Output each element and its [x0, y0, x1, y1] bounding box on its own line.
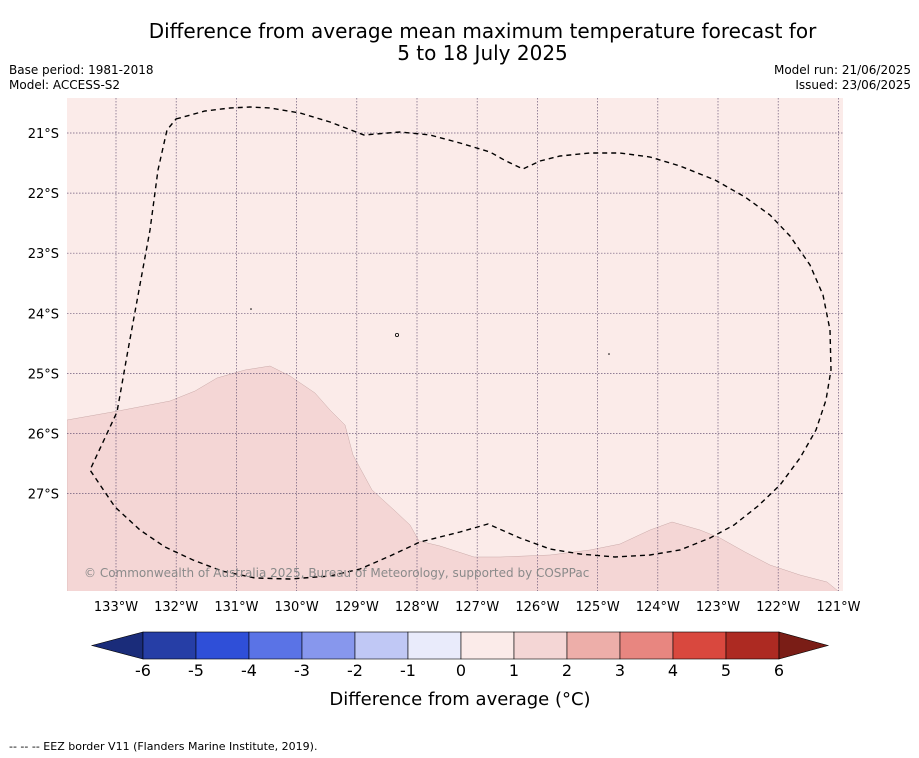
colorbar-bin — [513, 631, 568, 660]
longitude-label: 128°W — [395, 600, 439, 615]
colorbar-tick-label: 3 — [615, 661, 625, 680]
longitude-label: 126°W — [515, 600, 559, 615]
latitude-label: 27°S — [28, 488, 59, 503]
colorbar-underflow-arrow — [90, 631, 144, 660]
colorbar-tick-label: 5 — [721, 661, 731, 680]
colorbar-tick-label: 1 — [509, 661, 519, 680]
longitude-label: 125°W — [576, 600, 620, 615]
colorbar-bin — [354, 631, 409, 660]
colorbar-tick-label: 4 — [668, 661, 678, 680]
latitude-label: 25°S — [28, 367, 59, 382]
colorbar-tick-label: 0 — [456, 661, 466, 680]
model-run-label: Model run: 21/06/2025 — [773, 63, 911, 77]
colorbar-bin — [407, 631, 462, 660]
colorbar-title: Difference from average (°C) — [329, 689, 590, 710]
model-label: Model: ACCESS-S2 — [9, 78, 121, 92]
longitude-label: 130°W — [275, 600, 319, 615]
colorbar-tick-label: 6 — [774, 661, 784, 680]
chart-title-line-2: 5 to 18 July 2025 — [397, 41, 568, 65]
colorbar-bin — [248, 631, 303, 660]
issued-label: Issued: 23/06/2025 — [795, 78, 911, 92]
island-marker — [250, 308, 252, 310]
colorbar-tick-label: -2 — [347, 661, 363, 680]
colorbar-tick-label: -6 — [135, 661, 151, 680]
eez-footnote: -- -- -- EEZ border V11 (Flanders Marine… — [9, 740, 318, 753]
colorbar-bin — [301, 631, 356, 660]
colorbar-bin — [460, 631, 515, 660]
latitude-label: 21°S — [28, 127, 59, 142]
longitude-label: 124°W — [636, 600, 680, 615]
longitude-label: 131°W — [214, 600, 258, 615]
longitude-label: 122°W — [756, 600, 800, 615]
longitude-label: 121°W — [816, 600, 860, 615]
island-marker — [608, 353, 610, 355]
island-marker — [394, 332, 399, 337]
latitude-label: 23°S — [28, 247, 59, 262]
chart-title-line-1: Difference from average mean maximum tem… — [148, 19, 817, 43]
colorbar-bin — [142, 631, 197, 660]
longitude-labels: 133°W 132°W 131°W 130°W 129°W 128°W 127°W 126°W… — [94, 600, 861, 615]
base-period-label: Base period: 1981-2018 — [9, 63, 154, 77]
copyright-notice: © Commonwealth of Australia 2025, Bureau… — [84, 566, 589, 580]
longitude-label: 133°W — [94, 600, 138, 615]
longitude-label: 129°W — [335, 600, 379, 615]
colorbar-tick-label: -1 — [400, 661, 416, 680]
latitude-labels: 21°S 22°S 23°S 24°S 25°S 26°S 27°S — [28, 127, 59, 503]
longitude-label: 123°W — [696, 600, 740, 615]
colorbar-overflow-arrow — [778, 631, 830, 660]
colorbar — [90, 631, 830, 660]
latitude-label: 24°S — [28, 307, 59, 322]
colorbar-bin — [672, 631, 727, 660]
colorbar-bin — [619, 631, 674, 660]
colorbar-bin — [566, 631, 621, 660]
graticule-lines — [67, 98, 843, 591]
colorbar-bin — [725, 631, 780, 660]
forecast-map: © Commonwealth of Australia 2025, Bureau… — [28, 98, 861, 710]
latitude-label: 22°S — [28, 187, 59, 202]
colorbar-tick-label: -5 — [188, 661, 204, 680]
colorbar-tick-label: 2 — [562, 661, 572, 680]
colorbar-tick-labels: -6 -5 -4 -3 -2 -1 0 1 2 3 4 5 6 — [135, 661, 784, 680]
colorbar-tick-label: -4 — [241, 661, 257, 680]
colorbar-tick-label: -3 — [294, 661, 310, 680]
longitude-label: 127°W — [455, 600, 499, 615]
colorbar-bin — [195, 631, 250, 660]
warmer-region-west — [67, 365, 839, 591]
longitude-label: 132°W — [154, 600, 198, 615]
latitude-label: 26°S — [28, 428, 59, 443]
